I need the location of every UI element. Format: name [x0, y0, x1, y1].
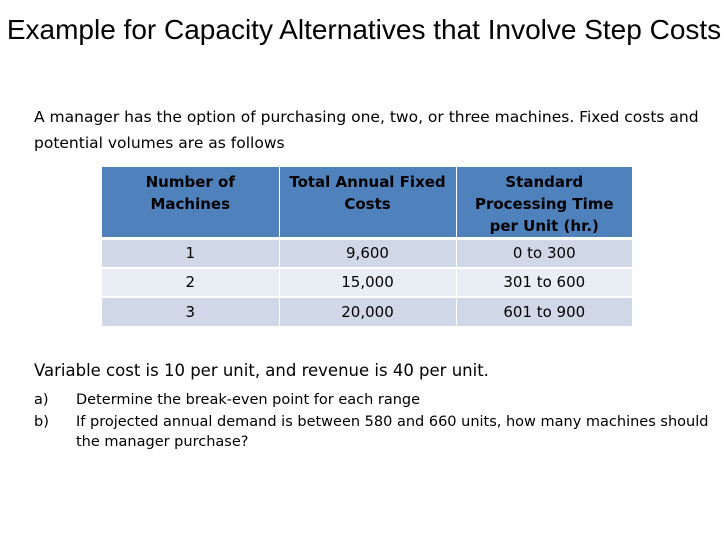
question-text: Determine the break-even point for each …: [76, 392, 421, 408]
question-marker: b): [34, 414, 49, 430]
cell-fixed-cost: 9,600: [279, 237, 457, 268]
table-header-row: Number of Machines Total Annual Fixed Co…: [102, 167, 632, 239]
cell-machines: 3: [102, 295, 280, 326]
cell-processing-time: 0 to 300: [456, 237, 632, 268]
header-fixed-costs: Total Annual Fixed Costs: [279, 167, 457, 239]
cell-machines: 2: [102, 266, 280, 297]
intro-paragraph: A manager has the option of purchasing o…: [34, 108, 699, 152]
header-number-of-machines: Number of Machines: [102, 167, 280, 239]
header-processing-time: Standard Processing Time per Unit (hr.): [456, 167, 632, 239]
slide-title: Example for Capacity Alternatives that I…: [6, 14, 722, 45]
table-row: 2 15,000 301 to 600: [102, 266, 632, 297]
question-text: If projected annual demand is between 58…: [76, 414, 709, 450]
cell-processing-time: 601 to 900: [456, 295, 632, 326]
table-row: 3 20,000 601 to 900: [102, 295, 632, 326]
list-item: b) If projected annual demand is between…: [34, 412, 724, 452]
cell-processing-time: 301 to 600: [456, 266, 632, 297]
cell-fixed-cost: 15,000: [279, 266, 457, 297]
cell-fixed-cost: 20,000: [279, 295, 457, 326]
capacity-table: Number of Machines Total Annual Fixed Co…: [102, 167, 632, 326]
cell-machines: 1: [102, 237, 280, 268]
question-marker: a): [34, 392, 49, 408]
variable-cost-text: Variable cost is 10 per unit, and revenu…: [34, 361, 489, 380]
list-item: a) Determine the break-even point for ea…: [34, 390, 724, 410]
question-list: a) Determine the break-even point for ea…: [34, 390, 724, 454]
table-row: 1 9,600 0 to 300: [102, 237, 632, 268]
